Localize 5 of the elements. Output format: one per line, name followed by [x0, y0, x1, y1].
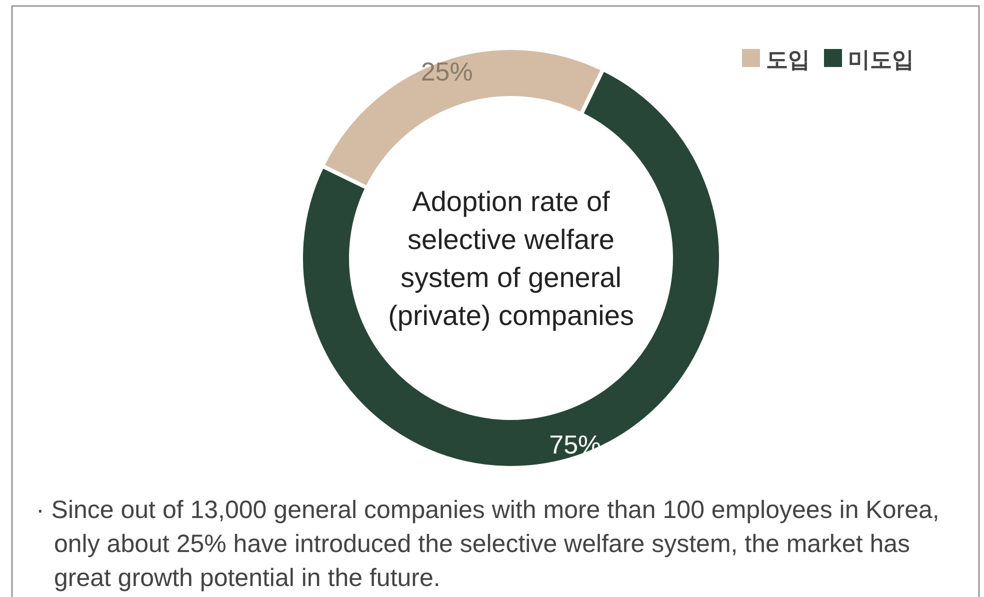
legend-label: 도입: [766, 47, 810, 72]
data-label: 25%: [420, 56, 473, 87]
text: Adoption rate of selective welfare system of general (private) companies: [388, 186, 634, 331]
text: · Since out of 13,000 general companies with more than 100 employees in Korea, only about 25% have introduced the selective welfare system, the market has great growth potential in the future.: [36, 496, 940, 592]
legend-label: 미도입: [848, 47, 914, 72]
